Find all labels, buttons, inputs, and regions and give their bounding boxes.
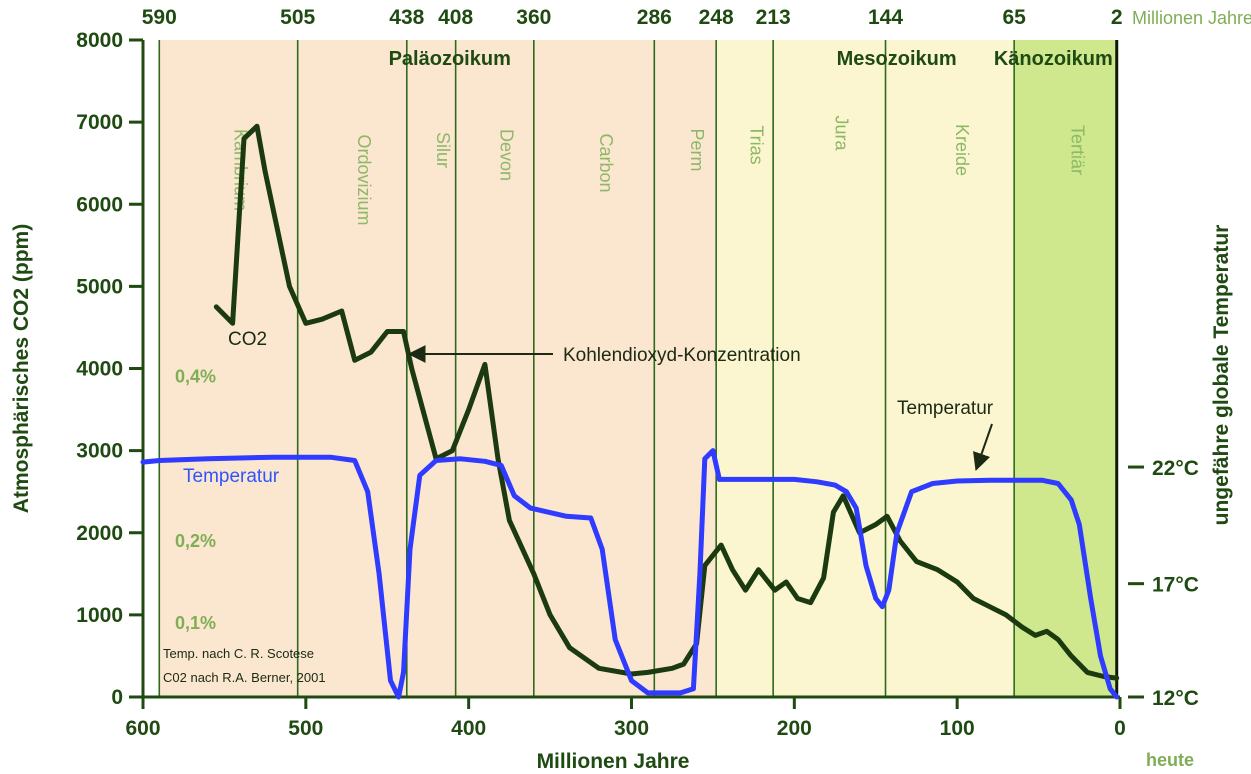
temperature-annotation-arrow (973, 423, 993, 471)
y-tick-label: 4000 (76, 358, 123, 381)
top-axis-unit-label: Millionen Jahre (1132, 8, 1251, 28)
percent-label: 0,2% (175, 531, 216, 551)
x-tick-label: 100 (940, 717, 975, 740)
era-labels: Paläozoikum Mesozoikum Känozoikum (389, 48, 1113, 70)
top-tick-label: 360 (516, 6, 551, 29)
era-label-kanozoikum: Känozoikum (994, 48, 1113, 70)
period-label-silur: Silur (433, 132, 453, 168)
series-line-temperatur (140, 448, 1120, 700)
y-tick-label: 6000 (76, 193, 123, 216)
era-band-kanozoikum (1014, 40, 1117, 697)
tick-labels: 590 505 438 408 360 286 248 213 144 65 20100020003… (10, 6, 1233, 740)
series-line-co2 (213, 123, 1120, 681)
top-tick-label: 505 (280, 6, 315, 29)
y-axis-title: Atmosphärisches CO2 (ppm) (10, 224, 33, 513)
period-label-devon: Devon (497, 129, 517, 181)
era-bands (159, 40, 1117, 697)
period-boundaries (158, 40, 1119, 697)
top-tick-label: 144 (868, 6, 903, 29)
source-credit: C02 nach R.A. Berner, 2001 (163, 670, 326, 685)
y-tick-label: 7000 (76, 111, 123, 134)
axes (129, 38, 1144, 709)
percent-label: 0,1% (175, 613, 216, 633)
data-series (140, 123, 1120, 700)
source-credit: Temp. nach C. R. Scotese (163, 646, 314, 661)
period-label-trias: Trias (747, 125, 767, 164)
y-tick-label: 5000 (76, 275, 123, 298)
era-label-palaozoikum: Paläozoikum (389, 48, 511, 70)
co2-annotation-label: Kohlendioxyd-Konzentration (563, 345, 801, 366)
x-now-label: heute (1146, 750, 1194, 770)
period-label-carbon: Carbon (596, 133, 616, 192)
y-tick-label: 3000 (76, 440, 123, 463)
top-tick-label: 590 (142, 6, 177, 29)
y-tick-label: 0 (111, 686, 123, 709)
x-tick-label: 600 (125, 717, 160, 740)
percent-label: 0,4% (175, 367, 216, 387)
x-tick-label: 300 (614, 717, 649, 740)
period-label-jura: Jura (831, 115, 851, 151)
period-label-ordovizium: Ordovizium (354, 134, 374, 225)
x-tick-label: 500 (288, 717, 323, 740)
x-tick-label: 400 (451, 717, 486, 740)
top-tick-label: 408 (438, 6, 473, 29)
co2-series-label: CO2 (228, 329, 267, 350)
top-tick-label: 438 (389, 6, 424, 29)
top-tick-label: 2 (1111, 6, 1123, 29)
top-tick-label: 286 (637, 6, 672, 29)
x-axis-title: Millionen Jahre (537, 750, 690, 773)
y-tick-label: 2000 (76, 522, 123, 545)
x-tick-label: 200 (777, 717, 812, 740)
era-band-palaozoikum (159, 40, 717, 697)
era-label-mesozoikum: Mesozoikum (837, 48, 957, 70)
temperature-annotation-label: Temperatur (897, 398, 994, 419)
temperature-tick-label: 12°C (1152, 687, 1199, 710)
y-tick-label: 8000 (76, 29, 123, 52)
top-tick-label: 65 (1002, 6, 1026, 29)
period-label-kreide: Kreide (952, 124, 972, 176)
top-tick-label: 248 (699, 6, 734, 29)
y-tick-label: 1000 (76, 604, 123, 627)
y2-axis-title: ungefähre globale Temperatur (1210, 225, 1233, 526)
annotations: CO2 Kohlendioxyd-Konzentration Temperatur T… (163, 329, 994, 685)
temperature-series-label: Temperatur (183, 466, 280, 487)
top-tick-label: 213 (756, 6, 791, 29)
period-label-perm: Perm (687, 128, 707, 171)
temperature-tick-label: 22°C (1152, 457, 1199, 480)
temperature-tick-label: 17°C (1152, 574, 1199, 597)
period-label-tertiar: Tertiär (1067, 125, 1087, 175)
x-tick-label: 0 (1114, 717, 1126, 740)
